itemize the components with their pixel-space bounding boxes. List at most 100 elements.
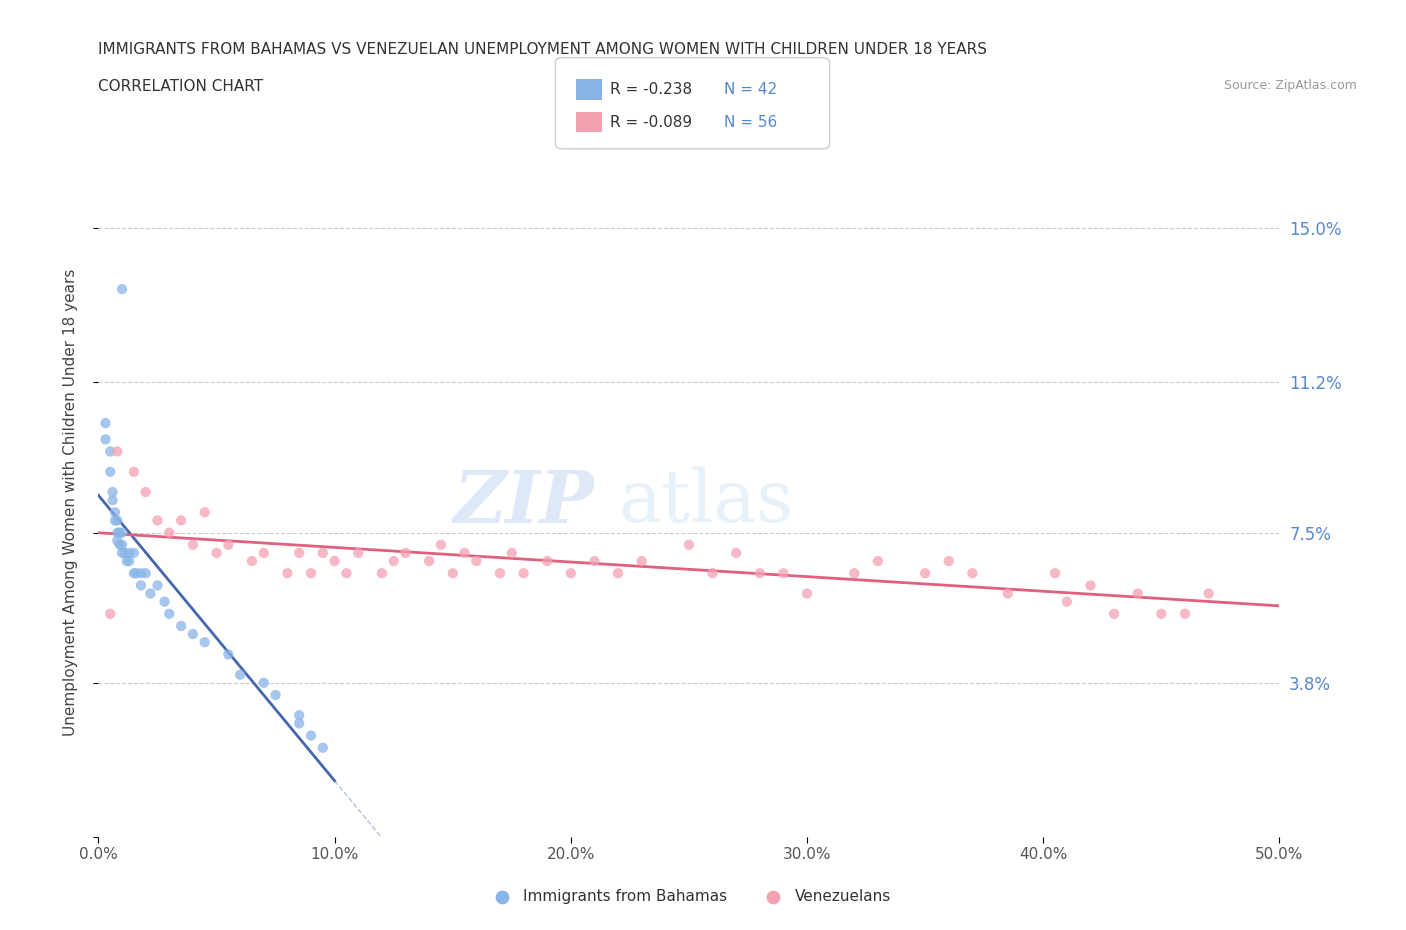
Point bbox=[94, 416, 117, 431]
Point bbox=[512, 565, 534, 580]
Point bbox=[105, 525, 128, 540]
Point bbox=[122, 546, 145, 561]
Point bbox=[125, 565, 148, 580]
Point bbox=[560, 565, 582, 580]
Point bbox=[135, 485, 157, 499]
Point bbox=[962, 565, 984, 580]
Point bbox=[135, 565, 157, 580]
Point bbox=[146, 578, 169, 592]
Point bbox=[312, 740, 335, 755]
Y-axis label: Unemployment Among Women with Children Under 18 years: Unemployment Among Women with Children U… bbox=[63, 269, 77, 736]
Point bbox=[122, 464, 145, 479]
Point bbox=[748, 565, 770, 580]
Text: IMMIGRANTS FROM BAHAMAS VS VENEZUELAN UNEMPLOYMENT AMONG WOMEN WITH CHILDREN UND: IMMIGRANTS FROM BAHAMAS VS VENEZUELAN UN… bbox=[98, 42, 987, 57]
Point bbox=[181, 627, 204, 642]
Point bbox=[536, 553, 558, 568]
Point bbox=[323, 553, 346, 568]
Point bbox=[418, 553, 440, 568]
Point bbox=[115, 553, 138, 568]
Point bbox=[129, 578, 152, 592]
Point bbox=[772, 565, 794, 580]
Point bbox=[111, 546, 134, 561]
Text: R = -0.089: R = -0.089 bbox=[610, 114, 692, 129]
Point bbox=[253, 546, 276, 561]
Point bbox=[430, 538, 453, 552]
Point bbox=[253, 675, 276, 690]
Point bbox=[101, 493, 124, 508]
Point bbox=[441, 565, 464, 580]
Point bbox=[181, 538, 204, 552]
Point bbox=[1102, 606, 1125, 621]
Point bbox=[264, 687, 287, 702]
Point bbox=[170, 618, 193, 633]
Point bbox=[98, 444, 121, 458]
Point bbox=[299, 565, 322, 580]
Point bbox=[1056, 594, 1078, 609]
Point bbox=[489, 565, 512, 580]
Point bbox=[299, 728, 322, 743]
Point bbox=[583, 553, 606, 568]
Point bbox=[94, 432, 117, 446]
Point bbox=[382, 553, 405, 568]
Point bbox=[1198, 586, 1220, 601]
Point bbox=[98, 606, 121, 621]
Text: Source: ZipAtlas.com: Source: ZipAtlas.com bbox=[1223, 79, 1357, 92]
Point bbox=[122, 565, 145, 580]
Point bbox=[335, 565, 357, 580]
Point bbox=[205, 546, 228, 561]
Point bbox=[276, 565, 298, 580]
Point bbox=[288, 716, 311, 731]
Point bbox=[844, 565, 866, 580]
Point bbox=[98, 464, 121, 479]
Point bbox=[1080, 578, 1102, 592]
Text: R = -0.238: R = -0.238 bbox=[610, 82, 692, 97]
Text: N = 42: N = 42 bbox=[724, 82, 778, 97]
Point bbox=[139, 586, 162, 601]
Point bbox=[108, 538, 131, 552]
Point bbox=[105, 533, 128, 548]
Point bbox=[866, 553, 889, 568]
Point bbox=[997, 586, 1019, 601]
Point bbox=[146, 513, 169, 528]
Point bbox=[914, 565, 936, 580]
Point bbox=[217, 647, 239, 662]
Point bbox=[465, 553, 488, 568]
Point bbox=[111, 538, 134, 552]
Point bbox=[153, 594, 176, 609]
Legend: Immigrants from Bahamas, Venezuelans: Immigrants from Bahamas, Venezuelans bbox=[481, 883, 897, 910]
Point bbox=[229, 667, 252, 682]
Point bbox=[157, 606, 180, 621]
Point bbox=[104, 513, 127, 528]
Point bbox=[101, 485, 124, 499]
Point bbox=[312, 546, 335, 561]
Point bbox=[630, 553, 652, 568]
Point bbox=[1126, 586, 1149, 601]
Point bbox=[347, 546, 370, 561]
Point bbox=[371, 565, 394, 580]
Point bbox=[118, 553, 141, 568]
Point bbox=[194, 505, 217, 520]
Point bbox=[501, 546, 523, 561]
Point bbox=[796, 586, 818, 601]
Point bbox=[607, 565, 630, 580]
Point bbox=[194, 635, 217, 650]
Point bbox=[678, 538, 700, 552]
Point bbox=[108, 525, 131, 540]
Point bbox=[453, 546, 475, 561]
Point bbox=[1043, 565, 1066, 580]
Text: ZIP: ZIP bbox=[454, 467, 595, 538]
Point bbox=[1174, 606, 1197, 621]
Point bbox=[111, 525, 134, 540]
Point bbox=[129, 565, 152, 580]
Point bbox=[1150, 606, 1173, 621]
Point bbox=[240, 553, 263, 568]
Point bbox=[288, 708, 311, 723]
Point bbox=[170, 513, 193, 528]
Point bbox=[111, 282, 134, 297]
Point bbox=[105, 513, 128, 528]
Text: N = 56: N = 56 bbox=[724, 114, 778, 129]
Point bbox=[938, 553, 960, 568]
Text: CORRELATION CHART: CORRELATION CHART bbox=[98, 79, 263, 94]
Point bbox=[104, 505, 127, 520]
Point bbox=[112, 546, 135, 561]
